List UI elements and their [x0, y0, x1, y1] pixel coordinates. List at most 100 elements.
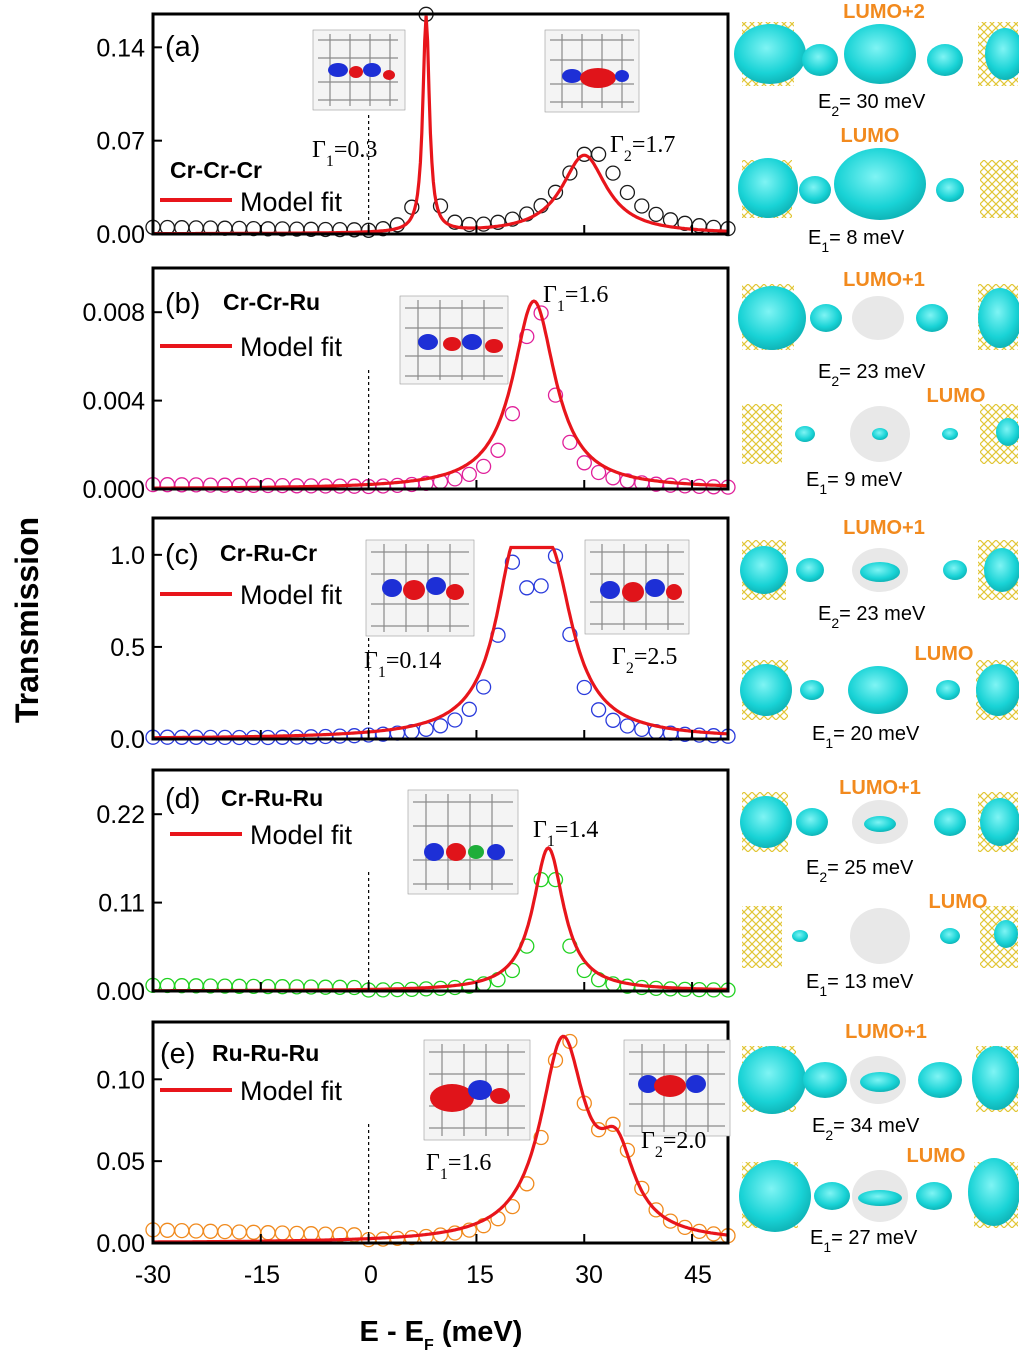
model-fit-line: [153, 545, 729, 740]
data-point: [519, 206, 535, 222]
plot-area-d: 0.00 0.11 0.22: [96, 768, 736, 1006]
legend-label: Model fit: [250, 820, 353, 850]
data-point: [547, 184, 564, 200]
data-point: [159, 1222, 176, 1238]
data-point: [619, 718, 636, 734]
data-point: [677, 215, 693, 231]
orbital-isosurface-image: [739, 1158, 1019, 1232]
orbital-energy-label: E2= 23 meV: [818, 603, 926, 631]
data-point: [490, 214, 506, 230]
data-point: [533, 1129, 549, 1146]
orbital-isosurface-image: [738, 284, 1019, 350]
data-point: [619, 184, 636, 201]
data-point: [590, 1122, 607, 1138]
data-point: [217, 1223, 233, 1240]
gamma-label: Γ1=0.3: [312, 137, 377, 170]
data-point: [303, 1226, 319, 1242]
data-point: [590, 702, 607, 718]
orbital-isosurface-image: [738, 1046, 1019, 1114]
y-tick-label: 0.22: [96, 801, 145, 829]
orbital-label: LUMO+2: [843, 1, 925, 23]
data-point: [605, 165, 621, 181]
data-point: [490, 442, 506, 458]
plot-frame: [151, 516, 730, 741]
panel-label: (e): [160, 1038, 195, 1070]
gamma-label: Γ1=1.6: [426, 1150, 491, 1183]
orbital-energy-label: E1= 9 meV: [806, 469, 903, 497]
molecule-orbital-image: [365, 539, 475, 637]
orbital-isosurface-image: [742, 906, 1018, 968]
data-point: [375, 478, 391, 494]
molecule-orbital-image: [423, 1039, 531, 1141]
y-tick-label: 0.008: [82, 299, 145, 327]
data-point: [432, 718, 449, 734]
orbital-label: LUMO+1: [839, 777, 921, 799]
orbital-energy-label: E2= 30 meV: [818, 91, 926, 119]
data-point: [705, 728, 722, 744]
data-point: [447, 214, 463, 230]
data-point: [504, 406, 521, 422]
molecule-orbital-image: [312, 29, 406, 111]
gamma-label: Γ1=1.4: [533, 817, 598, 850]
molecule-orbital-image: [584, 539, 690, 635]
panel-label: (c): [165, 539, 199, 571]
model-fit-line: [153, 1034, 729, 1244]
data-point: [475, 458, 492, 475]
orbital-label: LUMO+1: [843, 269, 925, 291]
data-point: [274, 1225, 291, 1241]
molecule-orbital-image: [399, 295, 509, 385]
data-point: [662, 1213, 679, 1229]
data-point: [547, 548, 564, 564]
molecule-orbital-image: [623, 1039, 731, 1137]
x-tick-label: 0: [364, 1261, 378, 1289]
x-tick-label: 45: [684, 1261, 712, 1289]
data-point: [634, 1180, 650, 1197]
orbital-label: LUMO: [841, 125, 900, 147]
legend-label: Model fit: [240, 1076, 343, 1106]
data-point: [562, 434, 578, 451]
y-tick-label: 0.10: [96, 1066, 145, 1094]
y-tick-label: 0.07: [96, 128, 145, 156]
panel-e: 0.00 0.05 0.10 (e) Ru-Ru-Ru Model fit Γ1=1…: [96, 1020, 736, 1258]
data-point: [461, 1222, 477, 1238]
orbital-energy-label: E1= 27 meV: [810, 1227, 918, 1255]
data-point: [590, 464, 607, 481]
plot-area-a: 0.00 0.07 0.14: [96, 6, 736, 249]
orbital-energy-label: E2= 23 meV: [818, 361, 926, 389]
data-point: [346, 979, 362, 996]
data-point: [562, 626, 578, 643]
plot-frame: [151, 12, 730, 236]
data-point: [260, 1225, 276, 1241]
molecule-label: Cr-Ru-Ru: [221, 785, 323, 811]
panel-a: 0.000.070.14 (a) Γ1=0.3 Γ2=1.7 Cr-Cr-Cr …: [96, 6, 736, 249]
data-point: [317, 728, 334, 745]
plot-frame: [151, 266, 730, 491]
orbital-label: LUMO+1: [843, 517, 925, 539]
data-point: [461, 701, 477, 717]
y-tick-label: 0.00: [96, 1230, 145, 1258]
data-point: [519, 328, 535, 345]
data-point: [504, 962, 521, 979]
plot-area-b: 0.000 0.004 0.008: [82, 266, 736, 504]
data-point: [590, 146, 607, 162]
data-point: [533, 578, 549, 594]
x-tick-label: 30: [575, 1261, 603, 1289]
gamma-label: Γ2=2.0: [641, 1128, 706, 1161]
data-point: [562, 165, 578, 181]
panel-b: 0.000 0.004 0.008 (b) Cr-Cr-Ru Model fit Γ…: [82, 266, 736, 504]
panel-label: (d): [165, 783, 200, 815]
molecule-label: Cr-Cr-Ru: [223, 289, 320, 315]
orbital-label: LUMO+1: [845, 1021, 927, 1043]
molecule-orbital-image: [544, 29, 640, 113]
panel-label: (b): [165, 288, 200, 320]
gamma-label: Γ2=1.7: [610, 132, 675, 165]
y-tick-label: 0.05: [96, 1148, 145, 1176]
marker-series: [145, 6, 736, 238]
panel-c: 0.0 0.5 1.0 (c) Cr-Ru-Cr Model fit Γ1=0.14…: [110, 516, 736, 754]
plot-area-c: 0.0 0.5 1.0: [110, 516, 736, 754]
y-tick-label: 1.0: [110, 542, 145, 570]
molecule-orbital-image: [407, 789, 519, 895]
orbital-energy-label: E1= 20 meV: [812, 723, 920, 751]
orbital-isosurface-image: [740, 660, 1019, 720]
